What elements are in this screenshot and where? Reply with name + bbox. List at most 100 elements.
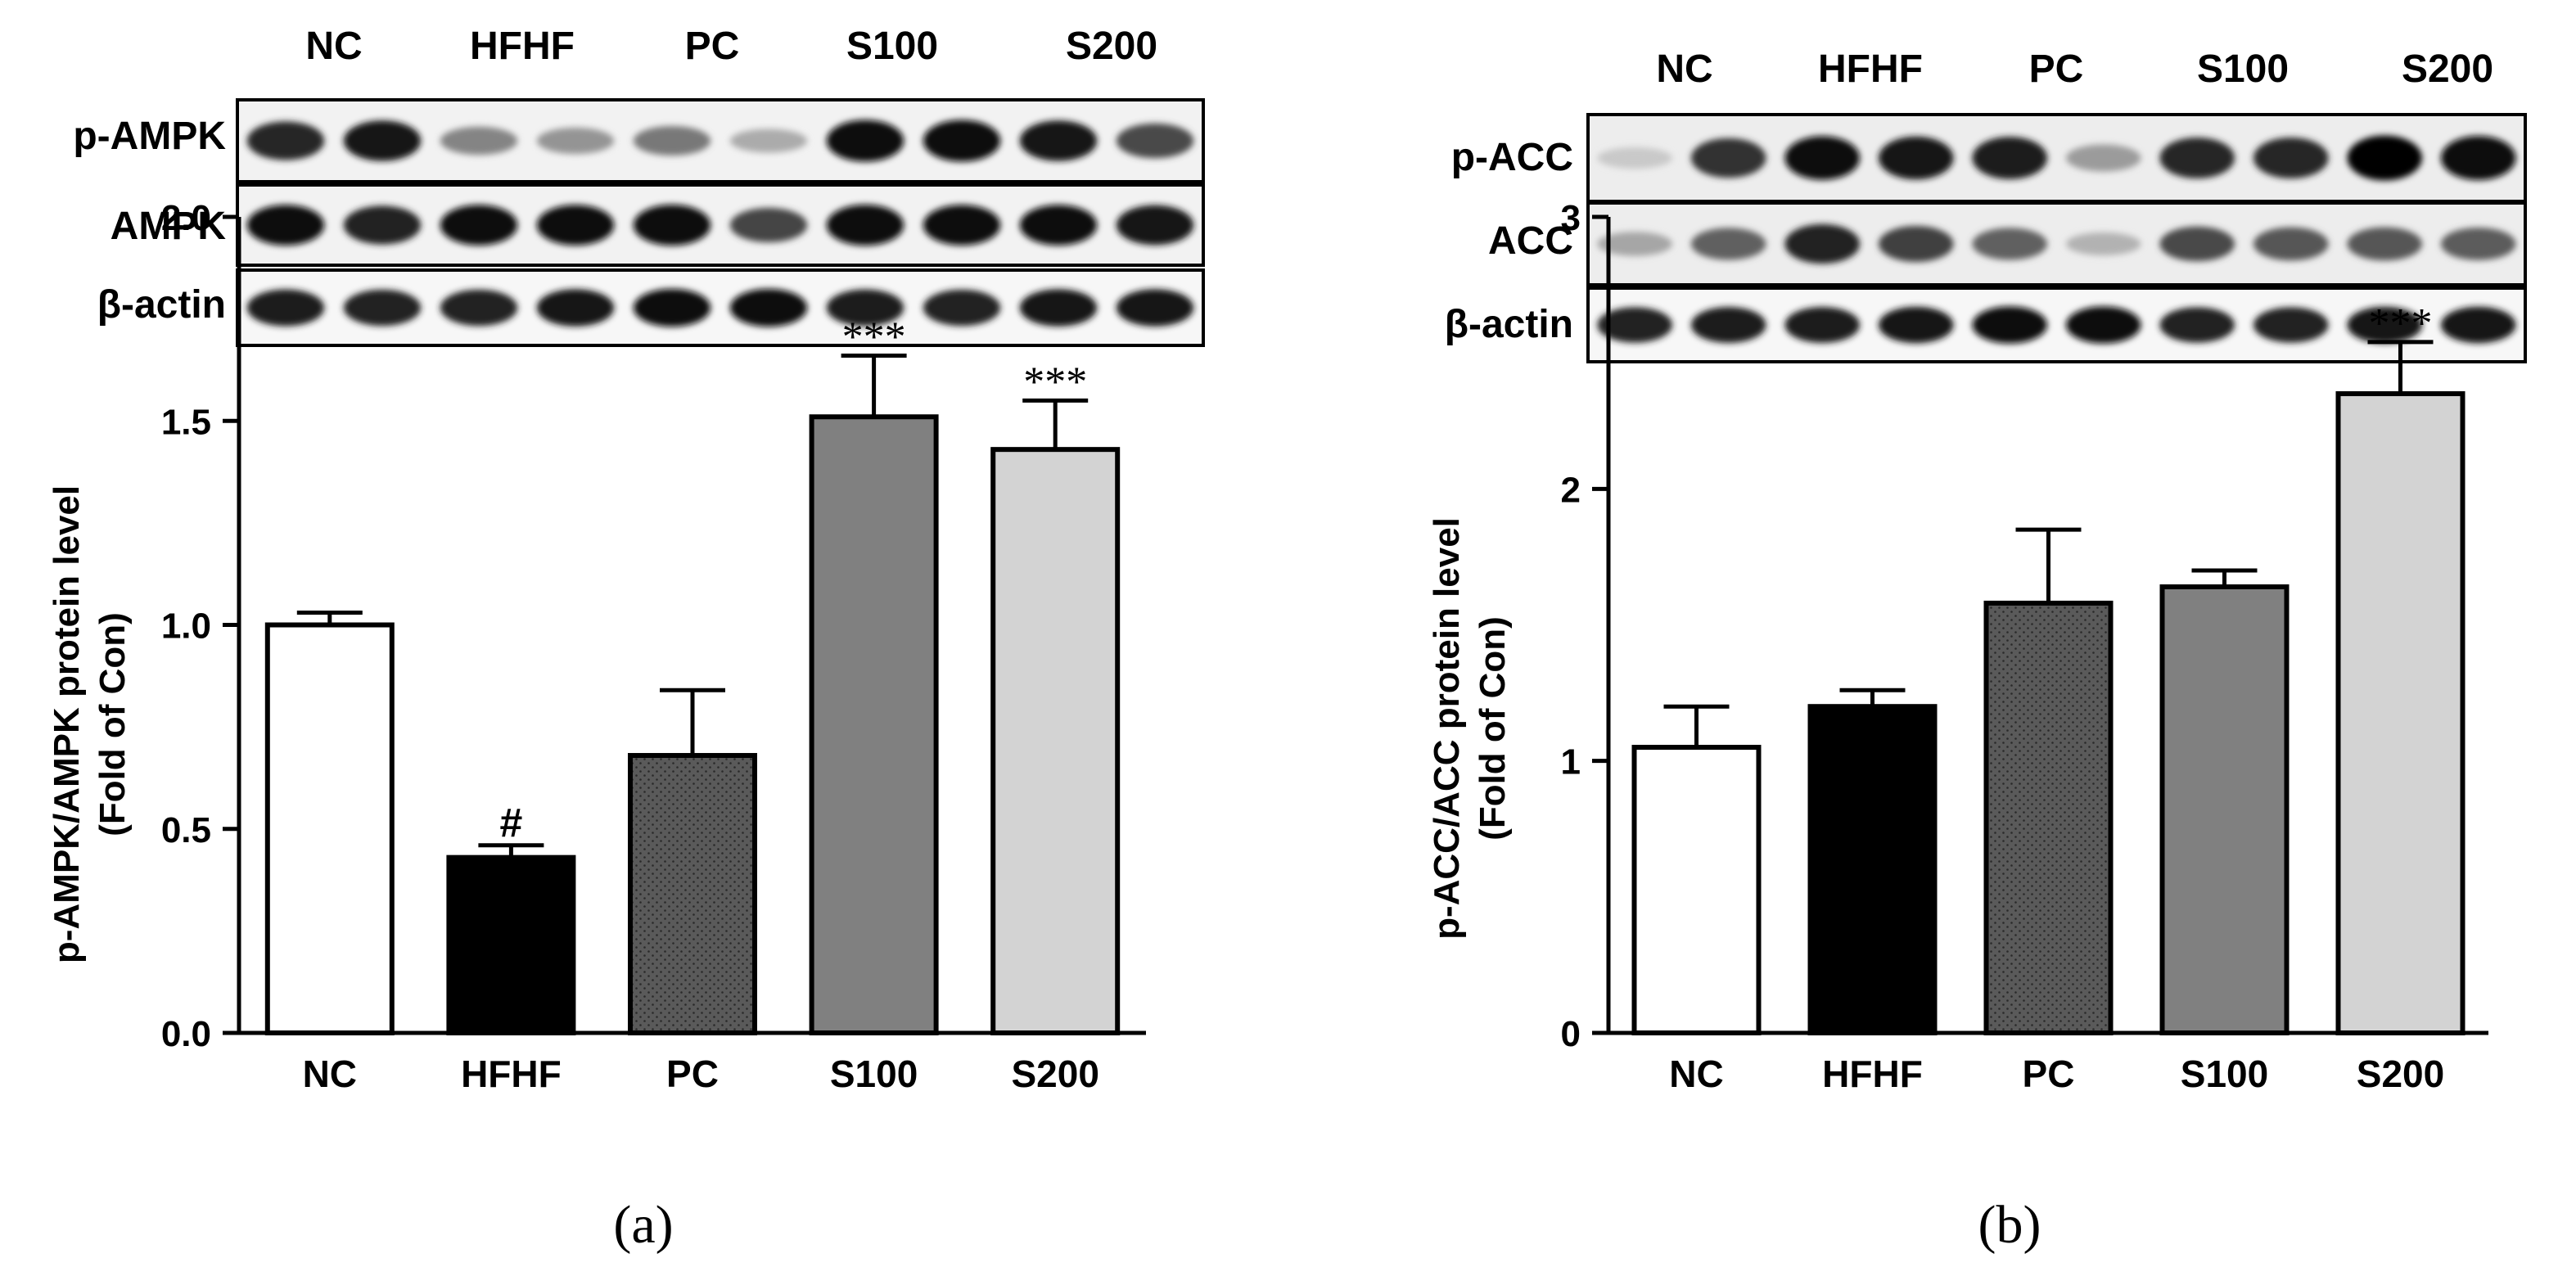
blot-band	[2159, 137, 2235, 179]
blot-a-bands	[246, 288, 1194, 327]
blot-a-row: p-AMPK	[73, 98, 1205, 183]
blot-band	[440, 289, 518, 327]
blot-band	[1690, 228, 1766, 260]
significance-marker: ***	[2369, 300, 2433, 347]
x-tick-label: HFHF	[461, 1053, 562, 1095]
y-tick-label: 0.0	[161, 1014, 211, 1054]
blot-band	[1597, 307, 1673, 343]
chart-a: p-AMPK/AMPK protein level (Fold of Con) …	[47, 198, 1146, 1095]
y-tick-label: 0.5	[161, 810, 211, 850]
blot-band	[633, 204, 711, 246]
x-tick-label: HFHF	[1822, 1053, 1923, 1095]
bar	[264, 622, 395, 1035]
blot-band	[1878, 306, 1954, 344]
x-tick-label: NC	[303, 1053, 357, 1095]
blot-band	[826, 204, 905, 246]
blot-band	[729, 207, 808, 243]
y-tick-label: 1	[1561, 742, 1581, 782]
blot-b-lane-label: NC	[1656, 47, 1712, 91]
blot-band	[2159, 226, 2235, 262]
blot-band	[1116, 123, 1194, 159]
blot-band	[1019, 289, 1098, 327]
blot-band	[246, 121, 325, 160]
blot-b: NC HFHF PC S100 S200 p-ACC ACC β-actin	[1445, 47, 2527, 363]
blot-band	[1878, 226, 1954, 262]
significance-marker: ***	[1023, 358, 1087, 405]
blot-band	[1116, 205, 1194, 246]
blot-b-bands	[1597, 135, 2516, 181]
blot-a-lane-label: NC	[305, 25, 362, 68]
blot-a: NC HFHF PC S100 S200 p-AMPK AMPK β-actin	[73, 25, 1205, 347]
blot-band	[826, 289, 905, 327]
blot-b-bands	[1597, 306, 2516, 344]
blot-band	[1597, 232, 1673, 256]
blot-a-lane-label: PC	[685, 25, 740, 68]
x-tick-label: S200	[2357, 1053, 2444, 1095]
blot-band	[2347, 306, 2423, 344]
blot-band	[536, 289, 615, 327]
x-tick-label: PC	[666, 1053, 719, 1095]
blot-band	[2253, 137, 2329, 179]
bar	[2335, 391, 2465, 1035]
blot-band	[729, 288, 808, 327]
y-tick-label: 2.0	[161, 198, 211, 238]
panel-a-label: (a)	[613, 1195, 673, 1255]
blot-b-row-label: p-ACC	[1451, 136, 1573, 179]
bar	[446, 854, 576, 1036]
blot-band	[2065, 306, 2141, 344]
blot-band	[2347, 135, 2423, 181]
blot-band	[1019, 120, 1098, 161]
chart-b: p-ACC/ACC protein level (Fold of Con) 0 1…	[1427, 198, 2488, 1095]
blot-b-lane-label: S200	[2402, 47, 2493, 91]
blot-band	[440, 205, 518, 246]
panel-a: NC HFHF PC S100 S200 p-AMPK AMPK β-actin	[47, 25, 1205, 1255]
blot-band	[923, 289, 1001, 327]
blot-band	[2440, 135, 2516, 181]
blot-band	[343, 120, 422, 161]
bar	[990, 447, 1121, 1035]
x-tick-label: NC	[1669, 1053, 1723, 1095]
blot-b-row-label: ACC	[1488, 219, 1573, 263]
blot-a-lane-label: S200	[1066, 25, 1157, 68]
blot-band	[536, 205, 615, 246]
blot-band	[2065, 144, 2141, 172]
y-tick-label: 2	[1561, 470, 1581, 510]
blot-b-lane-label: HFHF	[1818, 47, 1923, 91]
panel-b-label: (b)	[1978, 1195, 2041, 1255]
blot-band	[2253, 227, 2329, 261]
blot-b-row-label: β-actin	[1445, 303, 1573, 346]
blot-band	[923, 205, 1001, 246]
chart-b-ylabel-unit: (Fold of Con)	[1473, 616, 1513, 841]
blot-b-bands	[1597, 223, 2516, 264]
blot-a-row: β-actin	[97, 268, 1205, 347]
blot-band	[826, 119, 905, 162]
significance-marker: ***	[842, 313, 906, 360]
blot-band	[1690, 307, 1766, 343]
blot-band	[923, 119, 1001, 162]
blot-band	[246, 205, 325, 246]
blot-band	[343, 205, 422, 245]
bar	[2159, 584, 2290, 1035]
blot-band	[2159, 307, 2235, 343]
blot-a-bands	[246, 204, 1194, 246]
blot-a-row-label: AMPK	[111, 205, 227, 248]
blot-band	[1972, 306, 2048, 344]
blot-band	[1784, 307, 1861, 343]
bar	[1983, 600, 2114, 1035]
blot-band	[1116, 289, 1194, 327]
bar	[1631, 745, 1762, 1035]
blot-band	[536, 127, 615, 155]
blot-a-lane-label: HFHF	[470, 25, 575, 68]
y-tick-label: 1.5	[161, 402, 211, 442]
blot-band	[1597, 147, 1673, 169]
chart-a-ylabel-unit: (Fold of Con)	[92, 612, 133, 836]
blot-band	[633, 288, 711, 327]
blot-band	[1972, 228, 2048, 260]
blot-band	[2347, 227, 2423, 261]
x-tick-label: S100	[2181, 1053, 2268, 1095]
chart-a-ylabel: p-AMPK/AMPK protein level	[47, 485, 87, 963]
blot-a-bands	[246, 119, 1194, 162]
chart-b-ylabel: p-ACC/ACC protein level	[1427, 517, 1467, 940]
blot-band	[633, 126, 711, 156]
blot-b-lane-label: S100	[2197, 47, 2289, 91]
